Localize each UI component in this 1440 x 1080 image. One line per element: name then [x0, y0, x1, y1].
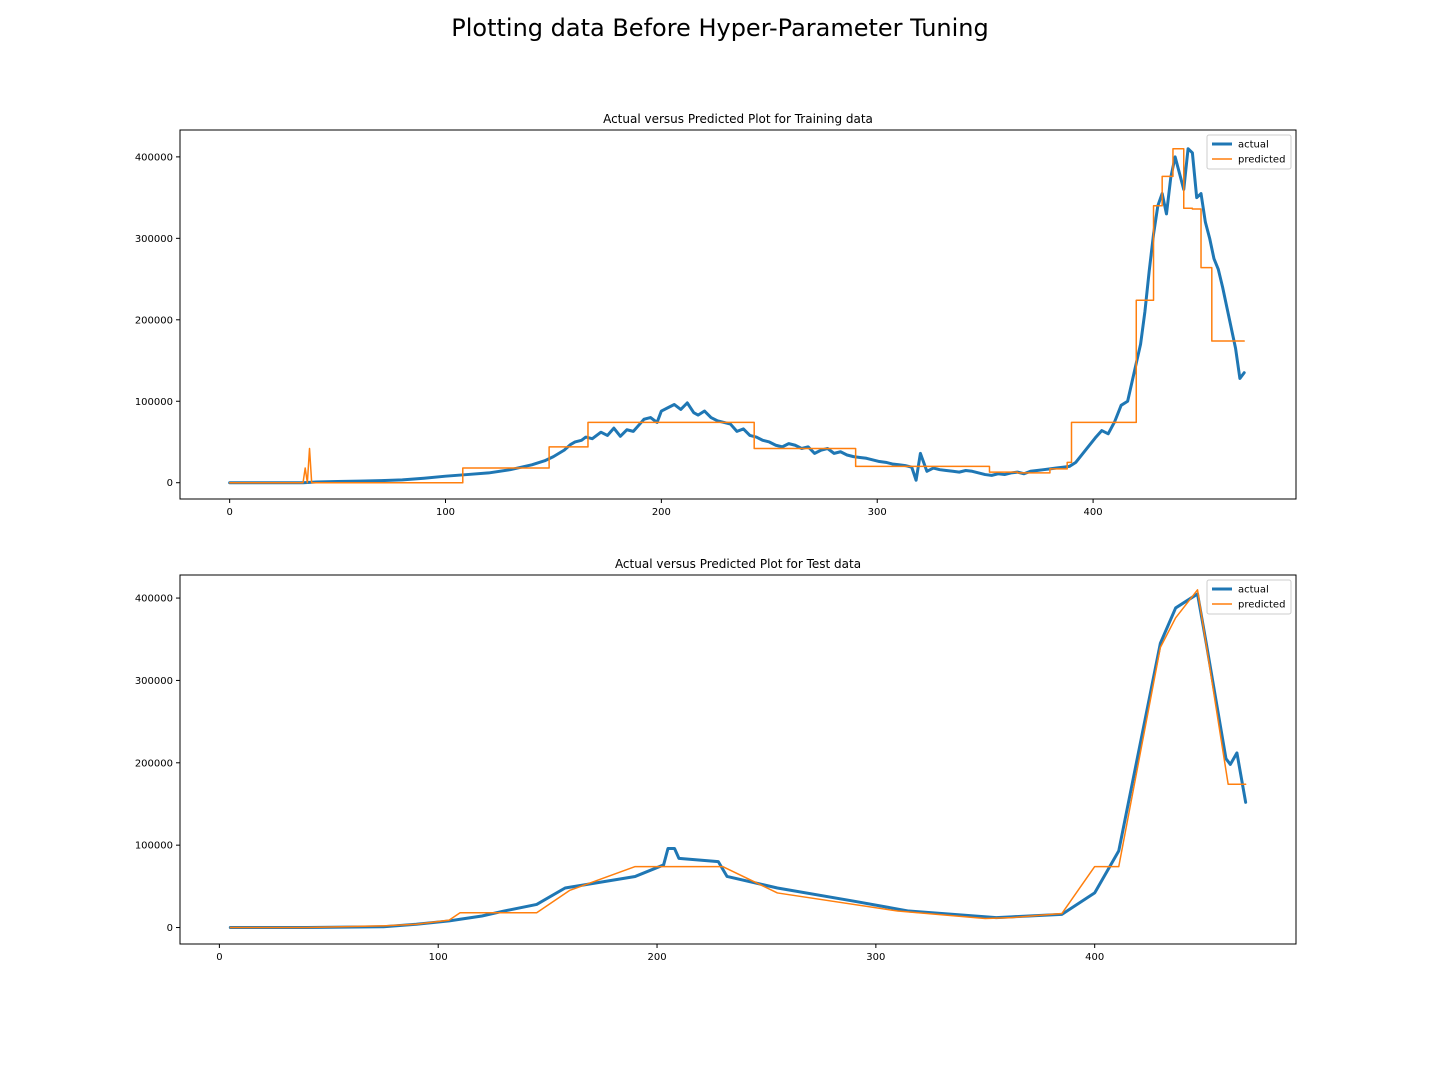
chart-title: Actual versus Predicted Plot for Trainin…	[603, 112, 873, 126]
x-tick-label: 0	[216, 952, 222, 963]
axes-frame	[179, 574, 1297, 945]
y-tick-label: 0	[167, 478, 173, 489]
x-tick-label: 400	[1085, 952, 1104, 963]
x-tick-label: 300	[866, 952, 885, 963]
x-tick-label: 200	[647, 952, 666, 963]
y-tick-label: 400000	[135, 594, 173, 605]
chart-panel-2: Actual versus Predicted Plot for Test da…	[135, 557, 1297, 963]
chart-panel-1: Actual versus Predicted Plot for Trainin…	[135, 112, 1297, 518]
y-tick-label: 300000	[135, 676, 173, 687]
figure-suptitle: Plotting data Before Hyper-Parameter Tun…	[451, 14, 989, 42]
series-line-actual	[228, 147, 1246, 485]
series-line-predicted	[229, 589, 1247, 929]
series-line-predicted	[228, 147, 1245, 484]
y-tick-label: 400000	[135, 152, 173, 163]
chart-title: Actual versus Predicted Plot for Test da…	[615, 557, 861, 571]
y-tick-label: 0	[167, 923, 173, 934]
x-tick-label: 100	[436, 507, 455, 518]
x-tick-label: 100	[429, 952, 448, 963]
legend-label-predicted: predicted	[1238, 600, 1285, 611]
x-tick-label: 200	[652, 507, 671, 518]
x-tick-label: 300	[868, 507, 887, 518]
x-tick-label: 0	[226, 507, 232, 518]
legend-label-actual: actual	[1238, 140, 1269, 151]
x-tick-label: 400	[1084, 507, 1103, 518]
y-tick-label: 100000	[135, 841, 173, 852]
y-tick-label: 300000	[135, 234, 173, 245]
legend-label-actual: actual	[1238, 585, 1269, 596]
axes-frame	[179, 129, 1297, 500]
legend-label-predicted: predicted	[1238, 155, 1285, 166]
y-tick-label: 100000	[135, 397, 173, 408]
y-tick-label: 200000	[135, 315, 173, 326]
y-tick-label: 200000	[135, 758, 173, 769]
series-line-actual	[228, 592, 1248, 930]
chart-legend: actual predicted	[1206, 579, 1292, 615]
chart-legend: actual predicted	[1206, 134, 1292, 170]
